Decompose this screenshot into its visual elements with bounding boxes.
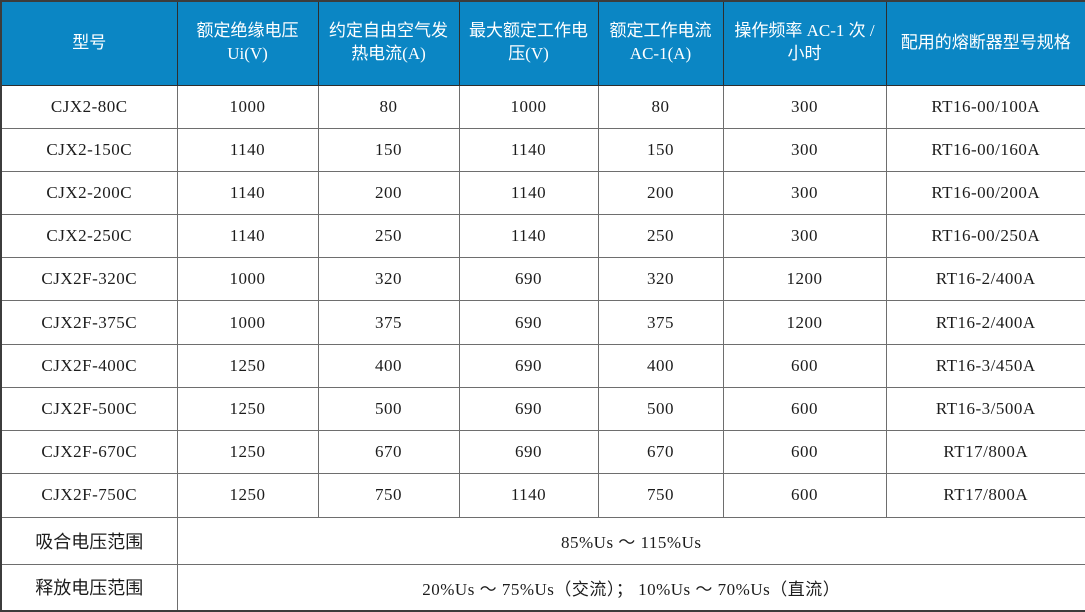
value-cell: 600 [722,343,887,388]
value-cell: 1140 [176,214,319,259]
value-cell: 375 [597,300,724,345]
value-cell: 600 [722,473,887,518]
value-cell: 400 [597,343,724,388]
pickup-voltage-row: 吸合电压范围 85%Us ～ 115%Us [0,516,1085,565]
table-row: CJX2-200C 1140 200 1140 200 300 RT16-00/200A [0,170,1085,216]
model-cell: CJX2-150C [0,127,178,172]
header-conventional-thermal-current: 约定自由空气发热电流(A) [317,0,460,86]
value-cell: 250 [597,214,724,259]
value-cell: 1250 [176,429,319,475]
value-cell: 80 [597,84,724,129]
pickup-voltage-label: 吸合电压范围 [0,516,178,565]
header-fuse-spec: 配用的熔断器型号规格 [885,0,1085,86]
value-cell: 1000 [176,300,319,345]
table-body: CJX2-80C 1000 80 1000 80 300 RT16-00/100A CJX2-… [0,84,1085,518]
value-cell: RT16-2/400A [885,257,1085,302]
value-cell: 200 [597,170,724,216]
model-cell: CJX2F-320C [0,257,178,302]
value-cell: 300 [722,170,887,216]
value-cell: 375 [317,300,460,345]
table-footer: 吸合电压范围 85%Us ～ 115%Us 释放电压范围 20%Us ～ 75%… [0,516,1085,612]
value-cell: 750 [317,473,460,518]
value-cell: 1250 [176,343,319,388]
value-cell: RT16-00/250A [885,214,1085,259]
value-cell: RT16-3/450A [885,343,1085,388]
value-cell: 300 [722,214,887,259]
table-row: CJX2-150C 1140 150 1140 150 300 RT16-00/160A [0,127,1085,172]
value-cell: 1000 [176,257,319,302]
value-cell: 1000 [176,84,319,129]
model-cell: CJX2F-750C [0,473,178,518]
value-cell: 1140 [176,127,319,172]
value-cell: 690 [458,429,599,475]
value-cell: 690 [458,300,599,345]
model-cell: CJX2-200C [0,170,178,216]
header-rated-working-current: 额定工作电流 AC-1(A) [597,0,724,86]
table-header: 型号 额定绝缘电压 Ui(V) 约定自由空气发热电流(A) 最大额定工作电压(V… [0,0,1085,86]
value-cell: 200 [317,170,460,216]
value-cell: 320 [597,257,724,302]
header-operating-frequency: 操作频率 AC-1 次 / 小时 [722,0,887,86]
value-cell: 80 [317,84,460,129]
value-cell: 1250 [176,473,319,518]
value-cell: 600 [722,429,887,475]
table-row: CJX2F-375C 1000 375 690 375 1200 RT16-2/400A [0,300,1085,345]
release-voltage-label: 释放电压范围 [0,563,178,612]
release-voltage-row: 释放电压范围 20%Us ～ 75%Us（交流）； 10%Us ～ 70%Us（… [0,563,1085,612]
value-cell: 400 [317,343,460,388]
value-cell: RT17/800A [885,429,1085,475]
model-cell: CJX2F-670C [0,429,178,475]
value-cell: RT17/800A [885,473,1085,518]
value-cell: 690 [458,257,599,302]
release-voltage-value: 20%Us ～ 75%Us（交流）； 10%Us ～ 70%Us（直流） [176,563,1085,612]
model-cell: CJX2F-400C [0,343,178,388]
value-cell: 500 [597,386,724,432]
value-cell: RT16-00/200A [885,170,1085,216]
table-row: CJX2F-750C 1250 750 1140 750 600 RT17/800A [0,473,1085,518]
header-row: 型号 额定绝缘电压 Ui(V) 约定自由空气发热电流(A) 最大额定工作电压(V… [0,0,1085,86]
table-row: CJX2F-500C 1250 500 690 500 600 RT16-3/500A [0,386,1085,432]
value-cell: 150 [597,127,724,172]
value-cell: RT16-2/400A [885,300,1085,345]
value-cell: 690 [458,386,599,432]
value-cell: 690 [458,343,599,388]
value-cell: 1000 [458,84,599,129]
value-cell: 1200 [722,300,887,345]
header-max-working-voltage: 最大额定工作电压(V) [458,0,599,86]
value-cell: 1140 [176,170,319,216]
value-cell: 300 [722,84,887,129]
model-cell: CJX2F-500C [0,386,178,432]
value-cell: 1140 [458,473,599,518]
value-cell: 1200 [722,257,887,302]
table-row: CJX2F-670C 1250 670 690 670 600 RT17/800A [0,429,1085,475]
value-cell: 1140 [458,214,599,259]
table-row: CJX2-250C 1140 250 1140 250 300 RT16-00/250A [0,214,1085,259]
value-cell: 1140 [458,127,599,172]
value-cell: 250 [317,214,460,259]
model-cell: CJX2F-375C [0,300,178,345]
header-model: 型号 [0,0,178,86]
value-cell: RT16-3/500A [885,386,1085,432]
table-row: CJX2F-400C 1250 400 690 400 600 RT16-3/450A [0,343,1085,388]
value-cell: 320 [317,257,460,302]
model-cell: CJX2-250C [0,214,178,259]
table-row: CJX2F-320C 1000 320 690 320 1200 RT16-2/400A [0,257,1085,302]
value-cell: 150 [317,127,460,172]
value-cell: RT16-00/160A [885,127,1085,172]
value-cell: 1250 [176,386,319,432]
value-cell: 600 [722,386,887,432]
pickup-voltage-value: 85%Us ～ 115%Us [176,516,1085,565]
header-rated-insulation-voltage: 额定绝缘电压 Ui(V) [176,0,319,86]
value-cell: RT16-00/100A [885,84,1085,129]
value-cell: 670 [317,429,460,475]
model-cell: CJX2-80C [0,84,178,129]
value-cell: 1140 [458,170,599,216]
value-cell: 750 [597,473,724,518]
value-cell: 300 [722,127,887,172]
value-cell: 670 [597,429,724,475]
value-cell: 500 [317,386,460,432]
table-row: CJX2-80C 1000 80 1000 80 300 RT16-00/100A [0,84,1085,129]
